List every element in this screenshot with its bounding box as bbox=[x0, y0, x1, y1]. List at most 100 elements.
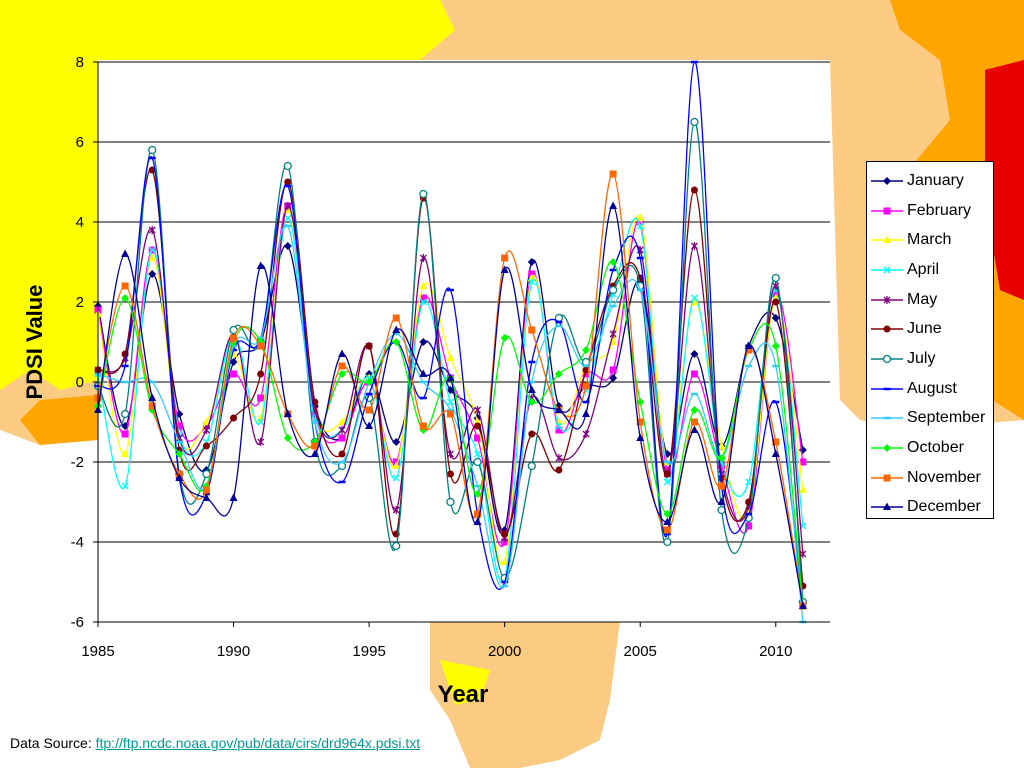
legend-item: February bbox=[867, 196, 993, 226]
data-point bbox=[555, 426, 563, 434]
data-point bbox=[175, 422, 183, 430]
data-point bbox=[257, 342, 265, 350]
data-point bbox=[446, 410, 454, 418]
data-point bbox=[392, 461, 401, 469]
data-point bbox=[121, 482, 129, 490]
legend-marker bbox=[883, 235, 891, 244]
data-point bbox=[257, 370, 265, 378]
data-point bbox=[527, 398, 536, 406]
data-point bbox=[718, 474, 726, 482]
data-point bbox=[528, 278, 536, 286]
legend-item: March bbox=[867, 225, 993, 255]
data-point bbox=[338, 362, 346, 370]
data-point bbox=[392, 325, 401, 333]
data-point bbox=[283, 434, 292, 442]
data-point bbox=[229, 493, 238, 501]
data-point bbox=[690, 117, 699, 127]
data-source-note: Data Source: ftp://ftp.ncdc.noaa.gov/pub… bbox=[10, 735, 420, 751]
series-line bbox=[97, 205, 804, 607]
data-point bbox=[121, 449, 130, 457]
data-point bbox=[690, 406, 699, 414]
legend-label: August bbox=[907, 379, 957, 397]
data-point bbox=[230, 334, 238, 342]
data-point bbox=[609, 201, 618, 209]
data-point bbox=[392, 474, 400, 482]
data-point bbox=[338, 417, 346, 425]
data-point bbox=[501, 254, 509, 262]
data-point bbox=[365, 342, 373, 350]
data-point bbox=[473, 517, 482, 525]
data-point bbox=[446, 470, 454, 478]
legend-swatch bbox=[871, 444, 903, 453]
data-point bbox=[474, 434, 482, 442]
data-point bbox=[663, 510, 672, 518]
data-point bbox=[392, 506, 400, 514]
data-point bbox=[419, 294, 427, 302]
data-source-link[interactable]: ftp://ftp.ncdc.noaa.gov/pub/data/cirs/dr… bbox=[95, 735, 421, 751]
data-point bbox=[474, 406, 482, 414]
legend-label: December bbox=[907, 498, 981, 516]
legend-swatch bbox=[871, 207, 903, 215]
data-point bbox=[419, 189, 428, 199]
legend-swatch bbox=[871, 502, 903, 511]
data-point bbox=[311, 398, 319, 406]
data-point bbox=[527, 258, 536, 266]
data-point bbox=[690, 418, 698, 426]
data-point bbox=[500, 557, 509, 565]
legend-item: September bbox=[867, 404, 993, 434]
y-tick-label: 8 bbox=[76, 54, 84, 71]
data-point bbox=[554, 405, 563, 413]
data-point bbox=[202, 493, 211, 501]
data-point bbox=[527, 385, 536, 393]
legend-item: January bbox=[867, 166, 993, 196]
data-point bbox=[121, 282, 129, 290]
data-point bbox=[446, 497, 455, 507]
data-point bbox=[799, 458, 807, 466]
data-point bbox=[745, 346, 753, 354]
data-point bbox=[284, 214, 292, 222]
data-point bbox=[419, 298, 427, 306]
legend-label: January bbox=[907, 171, 964, 189]
legend-swatch bbox=[871, 295, 903, 304]
legend-swatch bbox=[871, 235, 903, 244]
legend-marker bbox=[883, 444, 891, 453]
data-point bbox=[717, 454, 726, 462]
data-point bbox=[609, 170, 617, 178]
data-point bbox=[636, 218, 644, 226]
data-point bbox=[636, 433, 645, 441]
x-tick-label: 2005 bbox=[624, 643, 657, 660]
data-point bbox=[311, 442, 319, 450]
data-point bbox=[718, 482, 726, 490]
x-tick-label: 1990 bbox=[217, 643, 250, 660]
legend-swatch bbox=[871, 266, 903, 274]
plot-area bbox=[98, 62, 830, 622]
data-point bbox=[257, 438, 265, 446]
data-point bbox=[120, 409, 130, 419]
data-point bbox=[121, 249, 130, 257]
data-point bbox=[609, 366, 617, 374]
data-point bbox=[419, 338, 428, 346]
y-tick-label: 6 bbox=[76, 134, 84, 151]
legend-marker bbox=[883, 325, 891, 333]
legend-swatch bbox=[871, 354, 903, 364]
data-point bbox=[148, 393, 157, 401]
data-point bbox=[446, 373, 455, 381]
data-point bbox=[554, 370, 563, 378]
legend-item: November bbox=[867, 463, 993, 493]
data-point bbox=[582, 430, 590, 438]
y-tick-label: 0 bbox=[76, 374, 84, 391]
y-tick-label: -4 bbox=[71, 534, 84, 551]
data-point bbox=[690, 294, 698, 302]
data-point bbox=[528, 430, 536, 438]
data-point bbox=[202, 426, 210, 434]
data-point bbox=[582, 409, 590, 417]
data-point bbox=[419, 369, 428, 377]
legend-item: May bbox=[867, 285, 993, 315]
data-point bbox=[392, 314, 400, 322]
data-point bbox=[636, 213, 645, 221]
data-point bbox=[636, 418, 644, 426]
legend-swatch bbox=[871, 387, 903, 390]
data-source-label: Data Source: bbox=[10, 735, 92, 751]
data-point bbox=[392, 438, 401, 446]
data-point bbox=[745, 478, 753, 486]
